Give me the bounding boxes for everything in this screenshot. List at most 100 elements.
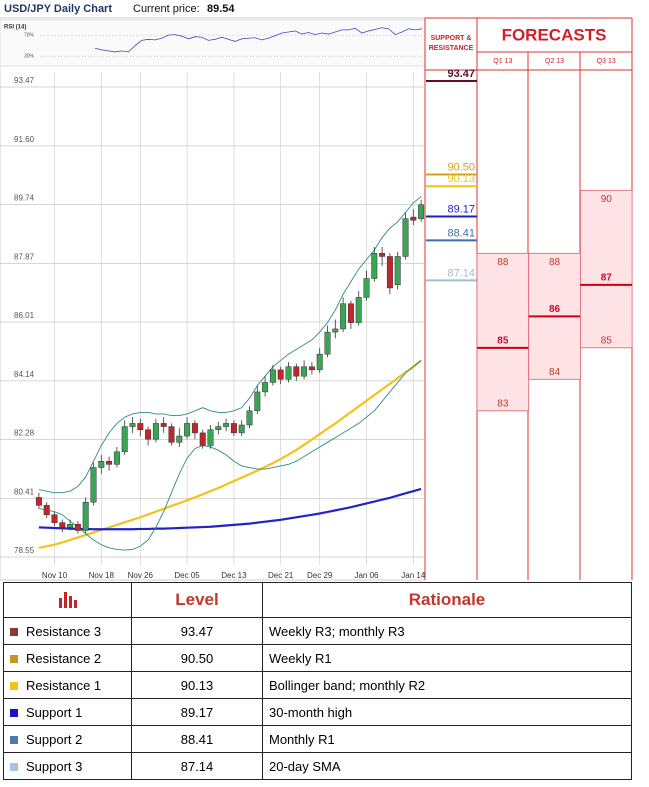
candle-body: [230, 423, 237, 434]
price-value: 89.54: [207, 3, 235, 15]
candle-body: [137, 423, 144, 430]
x-tick-label: Nov 10: [42, 571, 68, 580]
candle-body: [301, 366, 308, 377]
candle-body: [199, 432, 206, 446]
candle-body: [238, 424, 245, 434]
x-tick-label: Jan 14: [401, 571, 426, 580]
candle-body: [160, 423, 167, 427]
table-row: Support 2 88.41 Monthly R1: [3, 725, 632, 753]
candle-body: [121, 426, 128, 453]
candle-body: [223, 423, 230, 427]
chart-title: USD/JPY Daily Chart: [4, 3, 112, 15]
rationale: Monthly R1: [262, 725, 632, 753]
candle-body: [308, 366, 315, 371]
level-name-cell: Support 3: [3, 752, 132, 780]
forecasts-title: FORECASTS: [502, 25, 607, 44]
candle-body: [113, 451, 120, 465]
sr-title: SUPPORT & RESISTANCE: [428, 35, 474, 52]
level-name-cell: Resistance 1: [3, 671, 132, 699]
forecast-low-label: 84: [549, 367, 561, 378]
level-name: Resistance 2: [26, 650, 102, 666]
candle-body: [316, 353, 323, 371]
forecast-high-label: 88: [549, 257, 561, 268]
rationale: Bollinger band; monthly R2: [262, 671, 632, 699]
candle-body: [277, 369, 284, 380]
forecast-low-label: 85: [601, 335, 613, 346]
candle-body: [106, 460, 113, 465]
level-value: 90.13: [131, 671, 263, 699]
sr-level-label: 90.13: [447, 173, 475, 185]
x-tick-label: Dec 13: [221, 571, 247, 580]
candle-body: [168, 426, 175, 443]
level-name: Resistance 1: [26, 677, 102, 693]
table-row: Resistance 2 90.50 Weekly R1: [3, 644, 632, 672]
candle-body: [293, 366, 300, 377]
chart: USD/JPY Daily Chart Current price: 89.54…: [0, 3, 633, 581]
header-rationale: Rationale: [262, 582, 632, 618]
forecast-low-label: 83: [497, 398, 509, 409]
candle-body: [207, 429, 214, 446]
x-tick-label: Dec 05: [174, 571, 200, 580]
y-tick-label: 87.87: [14, 253, 35, 262]
candle-body: [90, 467, 97, 503]
icon-cell: [3, 582, 132, 618]
level-name-cell: Resistance 2: [3, 644, 132, 672]
quarter-label: Q2 13: [545, 58, 564, 65]
sr-level-label: 90.50: [447, 161, 475, 173]
header-level: Level: [131, 582, 263, 618]
candle-body: [176, 435, 183, 443]
candle-body: [347, 303, 354, 323]
level-name: Support 2: [26, 731, 83, 747]
rationale: 20-day SMA: [262, 752, 632, 780]
swatch: [10, 655, 18, 664]
forecast-range: [476, 252, 530, 412]
sr-level-label: 87.14: [447, 267, 475, 279]
sr-level-label: 89.17: [447, 203, 475, 215]
level-value: 90.50: [131, 644, 263, 672]
candle-body: [35, 497, 42, 506]
candle-body: [410, 216, 417, 221]
rationale: 30-month high: [262, 698, 632, 726]
candle-body: [418, 204, 425, 219]
candle-body: [254, 391, 261, 412]
forecast-high-label: 90: [601, 194, 613, 205]
table-row: Support 1 89.17 30-month high: [3, 698, 632, 726]
candle-body: [74, 523, 81, 531]
table-row: Support 3 87.14 20-day SMA: [3, 752, 632, 780]
candle-body: [246, 410, 253, 426]
swatch: [10, 709, 18, 718]
candle-body: [129, 423, 136, 427]
candle-body: [379, 253, 386, 257]
level-value: 87.14: [131, 752, 263, 780]
level-value: 89.17: [131, 698, 263, 726]
bar-icon: [58, 591, 77, 608]
rationale: Weekly R3; monthly R3: [262, 617, 632, 645]
level-value: 93.47: [131, 617, 263, 645]
rsi-line: [94, 27, 423, 53]
x-tick-label: Jan 06: [354, 571, 379, 580]
swatch: [10, 736, 18, 745]
overlay-line: [38, 196, 422, 494]
y-tick-label: 89.74: [14, 194, 35, 203]
rationale: Weekly R1: [262, 644, 632, 672]
forecast-mid-label: 86: [549, 304, 561, 315]
swatch: [10, 763, 18, 772]
level-name-cell: Resistance 3: [3, 617, 132, 645]
y-tick-label: 78.55: [14, 546, 35, 555]
levels-table: Level Rationale Resistance 3 93.47 Weekly …: [3, 582, 632, 780]
candle-body: [67, 523, 74, 528]
level-name-cell: Support 2: [3, 725, 132, 753]
candle-body: [262, 382, 269, 393]
candle-body: [215, 426, 222, 430]
candle-body: [363, 278, 370, 298]
table-row: Resistance 1 90.13 Bollinger band; monthly…: [3, 671, 632, 699]
y-tick-label: 80.41: [14, 488, 35, 497]
x-tick-label: Nov 26: [128, 571, 154, 580]
sr-level-label: 88.41: [447, 227, 475, 239]
candle-body: [191, 423, 198, 434]
forecast-mid-label: 85: [497, 335, 509, 346]
sr-level-label: 93.47: [447, 68, 475, 80]
y-tick-label: 86.01: [14, 311, 35, 320]
price-label: Current price:: [133, 3, 200, 15]
